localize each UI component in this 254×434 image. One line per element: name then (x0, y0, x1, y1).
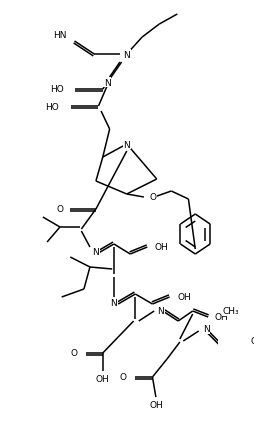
Text: N: N (123, 140, 130, 149)
Text: N: N (123, 50, 130, 59)
Text: OH: OH (177, 293, 191, 302)
Text: HO: HO (45, 102, 59, 111)
Text: O: O (120, 373, 127, 381)
Text: HO: HO (50, 85, 64, 94)
Text: N: N (157, 307, 164, 316)
Text: O: O (150, 193, 157, 202)
Text: N: N (203, 325, 210, 334)
Text: HN: HN (53, 30, 67, 39)
Text: N: N (110, 298, 117, 307)
Text: OH: OH (214, 313, 228, 322)
Text: O: O (70, 349, 77, 358)
Text: CH₃: CH₃ (223, 307, 240, 316)
Text: N: N (92, 248, 99, 257)
Text: N: N (104, 78, 110, 87)
Text: OH: OH (154, 243, 168, 252)
Text: O: O (56, 205, 64, 214)
Text: O: O (250, 337, 254, 346)
Text: OH: OH (96, 375, 110, 384)
Text: OH: OH (149, 401, 163, 410)
